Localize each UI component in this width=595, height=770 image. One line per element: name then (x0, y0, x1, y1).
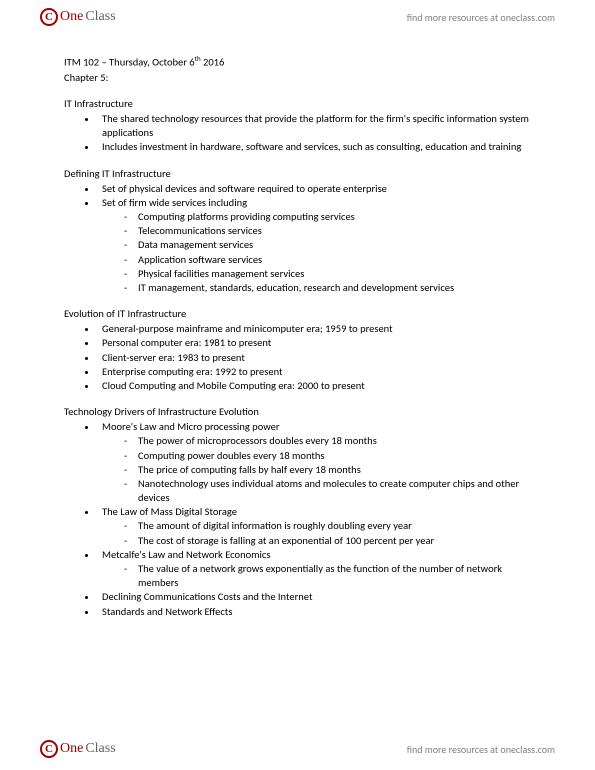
sub-list-item: IT management, standards, education, res… (124, 281, 531, 295)
sub-list-item: The cost of storage is falling at an exp… (124, 534, 531, 548)
sub-list: The value of a network grows exponential… (102, 562, 531, 590)
section-heading: IT Infrastructure (64, 97, 531, 111)
brand-text-one: One (60, 9, 83, 25)
sub-list-item: Data management services (124, 238, 531, 252)
bullet-list: Set of physical devices and software req… (64, 182, 531, 295)
brand-text-class: Class (85, 741, 115, 757)
sub-list-item: Physical facilities management services (124, 267, 531, 281)
list-item: Declining Communications Costs and the I… (98, 590, 531, 604)
list-item: Set of physical devices and software req… (98, 182, 531, 196)
brand-icon: C (40, 8, 58, 26)
sub-list-item: The price of computing falls by half eve… (124, 463, 531, 477)
list-item: The shared technology resources that pro… (98, 112, 531, 140)
section-heading: Technology Drivers of Infrastructure Evo… (64, 405, 531, 419)
sub-list-item: The amount of digital information is rou… (124, 519, 531, 533)
list-item: General-purpose mainframe and minicomput… (98, 322, 531, 336)
sub-list-item: The value of a network grows exponential… (124, 562, 531, 590)
list-item: Cloud Computing and Mobile Computing era… (98, 379, 531, 393)
sub-list-item: Nanotechnology uses individual atoms and… (124, 477, 531, 505)
list-item: Enterprise computing era: 1992 to presen… (98, 365, 531, 379)
list-item: Includes investment in hardware, softwar… (98, 140, 531, 154)
sub-list: The amount of digital information is rou… (102, 519, 531, 547)
sub-list-item: Telecommunications services (124, 224, 531, 238)
brand-logo-footer: C OneClass (40, 740, 116, 758)
brand-logo: C OneClass (40, 8, 116, 26)
title-text: ITM 102 – Thursday, October 6 (64, 56, 195, 69)
bullet-list: Moore's Law and Micro processing powerTh… (64, 420, 531, 618)
bullet-list: General-purpose mainframe and minicomput… (64, 322, 531, 393)
sub-list: Computing platforms providing computing … (102, 210, 531, 295)
title-year: 2016 (201, 56, 225, 69)
sub-list-item: Computing power doubles every 18 months (124, 449, 531, 463)
sub-list-item: The power of microprocessors doubles eve… (124, 434, 531, 448)
bullet-list: The shared technology resources that pro… (64, 112, 531, 155)
list-item: Metcalfe's Law and Network EconomicsThe … (98, 548, 531, 591)
list-item: Set of firm wide services includingCompu… (98, 196, 531, 295)
page-footer: C OneClass find more resources at onecla… (0, 732, 595, 764)
list-item: Standards and Network Effects (98, 605, 531, 619)
doc-title: ITM 102 – Thursday, October 6th 2016 (64, 54, 531, 70)
section-heading: Evolution of IT Infrastructure (64, 307, 531, 321)
list-item: Personal computer era: 1981 to present (98, 336, 531, 350)
chapter-line: Chapter 5: (64, 71, 531, 85)
list-item: The Law of Mass Digital StorageThe amoun… (98, 505, 531, 548)
footer-link[interactable]: find more resources at oneclass.com (407, 743, 555, 756)
sub-list: The power of microprocessors doubles eve… (102, 434, 531, 505)
brand-text-class: Class (85, 9, 115, 25)
list-item: Moore's Law and Micro processing powerTh… (98, 420, 531, 505)
brand-icon: C (40, 740, 58, 758)
section-heading: Defining IT Infrastructure (64, 167, 531, 181)
page-header: C OneClass find more resources at onecla… (0, 0, 595, 32)
header-link[interactable]: find more resources at oneclass.com (407, 11, 555, 24)
sub-list-item: Computing platforms providing computing … (124, 210, 531, 224)
list-item: Client-server era: 1983 to present (98, 351, 531, 365)
document-body: ITM 102 – Thursday, October 6th 2016 Cha… (0, 32, 595, 619)
brand-text-one: One (60, 741, 83, 757)
sub-list-item: Application software services (124, 253, 531, 267)
